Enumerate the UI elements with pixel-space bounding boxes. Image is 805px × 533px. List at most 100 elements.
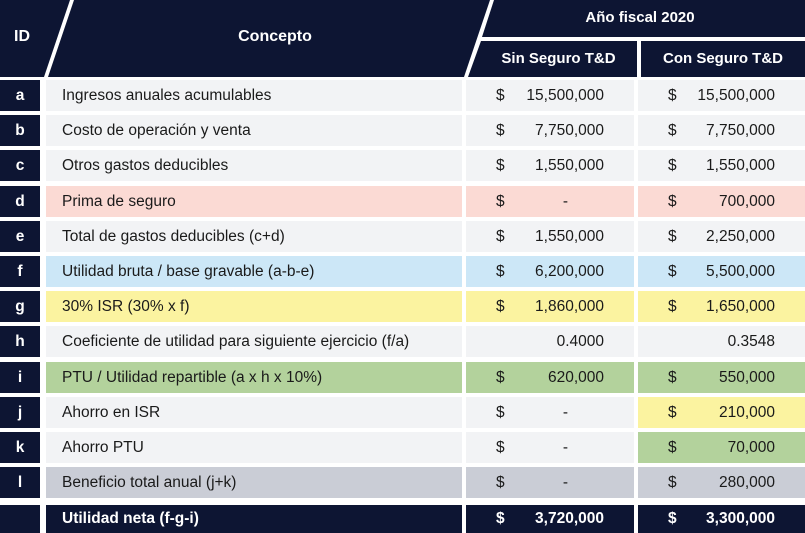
row-c1-cell: $620,000	[466, 362, 634, 393]
amount-value: 7,750,000	[535, 122, 604, 139]
currency-symbol: $	[496, 439, 505, 456]
currency-symbol: $	[668, 157, 677, 174]
row-c1-cell: $7,750,000	[466, 115, 634, 146]
row-concept: Coeficiente de utilidad para siguiente e…	[46, 326, 462, 357]
row-concept: Ahorro en ISR	[46, 397, 462, 428]
row-c1-cell: 0.4000	[466, 326, 634, 357]
amount-value: 7,750,000	[706, 122, 775, 139]
amount-value: 1,650,000	[706, 298, 775, 315]
row-c2-cell: $1,650,000	[638, 291, 805, 322]
amount-value: 0.4000	[556, 333, 604, 350]
header-concept: Concepto	[238, 28, 312, 45]
amount-value: 1,550,000	[706, 157, 775, 174]
currency-symbol: $	[668, 404, 677, 421]
currency-symbol: $	[496, 193, 505, 210]
row-id: j	[0, 397, 40, 428]
row-c2-cell: 0.3548	[638, 326, 805, 357]
footer-col2-cell: $ 3,300,000	[638, 505, 805, 533]
footer-col1-value: 3,720,000	[535, 510, 604, 527]
amount-value: 15,500,000	[697, 87, 775, 104]
row-concept: Prima de seguro	[46, 186, 462, 217]
row-c2-cell: $1,550,000	[638, 150, 805, 181]
row-c1-cell: $ -	[466, 467, 634, 498]
currency-symbol: $	[496, 298, 505, 315]
row-c1-cell: $ -	[466, 397, 634, 428]
row-concept: Beneficio total anual (j+k)	[46, 467, 462, 498]
currency-symbol: $	[496, 369, 505, 386]
row-c2-cell: $210,000	[638, 397, 805, 428]
amount-value: 1,550,000	[535, 157, 604, 174]
currency-symbol: $	[496, 228, 505, 245]
amount-value: 620,000	[547, 369, 604, 386]
amount-value: 0.3548	[727, 333, 775, 350]
row-c1-cell: $6,200,000	[466, 256, 634, 287]
amount-value: -	[562, 404, 568, 421]
row-id: c	[0, 150, 40, 181]
currency-symbol: $	[668, 87, 677, 104]
amount-value: 550,000	[718, 369, 775, 386]
row-concept: Utilidad bruta / base gravable (a-b-e)	[46, 256, 462, 287]
amount-value: 280,000	[718, 474, 775, 491]
amount-value: 1,860,000	[535, 298, 604, 315]
footer-col2-value: 3,300,000	[706, 510, 775, 527]
header-year: Año fiscal 2020	[585, 9, 695, 26]
row-c1-cell: $1,860,000	[466, 291, 634, 322]
currency-symbol: $	[496, 474, 505, 491]
currency-symbol: $	[496, 404, 505, 421]
row-c2-cell: $550,000	[638, 362, 805, 393]
footer-col1-currency: $	[496, 510, 505, 527]
currency-symbol: $	[668, 298, 677, 315]
amount-value: 2,250,000	[706, 228, 775, 245]
amount-value: 700,000	[718, 193, 775, 210]
row-id: l	[0, 467, 40, 498]
row-id: d	[0, 186, 40, 217]
row-concept: Ahorro PTU	[46, 432, 462, 463]
row-id: b	[0, 115, 40, 146]
header-col1: Sin Seguro T&D	[501, 50, 616, 67]
currency-symbol: $	[668, 263, 677, 280]
row-c2-cell: $5,500,000	[638, 256, 805, 287]
row-id: a	[0, 80, 40, 111]
row-concept: Total de gastos deducibles (c+d)	[46, 221, 462, 252]
row-id: h	[0, 326, 40, 357]
row-concept: 30% ISR (30% x f)	[46, 291, 462, 322]
currency-symbol: $	[496, 87, 505, 104]
row-c2-cell: $700,000	[638, 186, 805, 217]
currency-symbol: $	[496, 157, 505, 174]
amount-value: 70,000	[727, 439, 775, 456]
row-c2-cell: $70,000	[638, 432, 805, 463]
row-c2-cell: $7,750,000	[638, 115, 805, 146]
row-c2-cell: $15,500,000	[638, 80, 805, 111]
amount-value: -	[562, 193, 568, 210]
footer-id-cell	[0, 505, 40, 533]
amount-value: 5,500,000	[706, 263, 775, 280]
currency-symbol: $	[496, 263, 505, 280]
amount-value: -	[562, 474, 568, 491]
row-concept: Costo de operación y venta	[46, 115, 462, 146]
row-id: e	[0, 221, 40, 252]
row-c1-cell: $1,550,000	[466, 221, 634, 252]
amount-value: 210,000	[718, 404, 775, 421]
row-id: f	[0, 256, 40, 287]
currency-symbol: $	[668, 439, 677, 456]
row-c2-cell: $2,250,000	[638, 221, 805, 252]
currency-symbol: $	[668, 193, 677, 210]
currency-symbol: $	[668, 369, 677, 386]
row-concept: Ingresos anuales acumulables	[46, 80, 462, 111]
row-id: i	[0, 362, 40, 393]
currency-symbol: $	[668, 122, 677, 139]
footer-concept: Utilidad neta (f-g-i)	[46, 505, 462, 533]
row-concept: Otros gastos deducibles	[46, 150, 462, 181]
currency-symbol: $	[668, 228, 677, 245]
amount-value: 15,500,000	[526, 87, 604, 104]
row-id: g	[0, 291, 40, 322]
header-id: ID	[14, 28, 30, 45]
header-background	[0, 0, 805, 77]
amount-value: 6,200,000	[535, 263, 604, 280]
footer-col1-cell: $ 3,720,000	[466, 505, 634, 533]
amount-value: 1,550,000	[535, 228, 604, 245]
row-id: k	[0, 432, 40, 463]
header-col2: Con Seguro T&D	[663, 50, 783, 67]
row-concept: PTU / Utilidad repartible (a x h x 10%)	[46, 362, 462, 393]
row-c1-cell: $1,550,000	[466, 150, 634, 181]
